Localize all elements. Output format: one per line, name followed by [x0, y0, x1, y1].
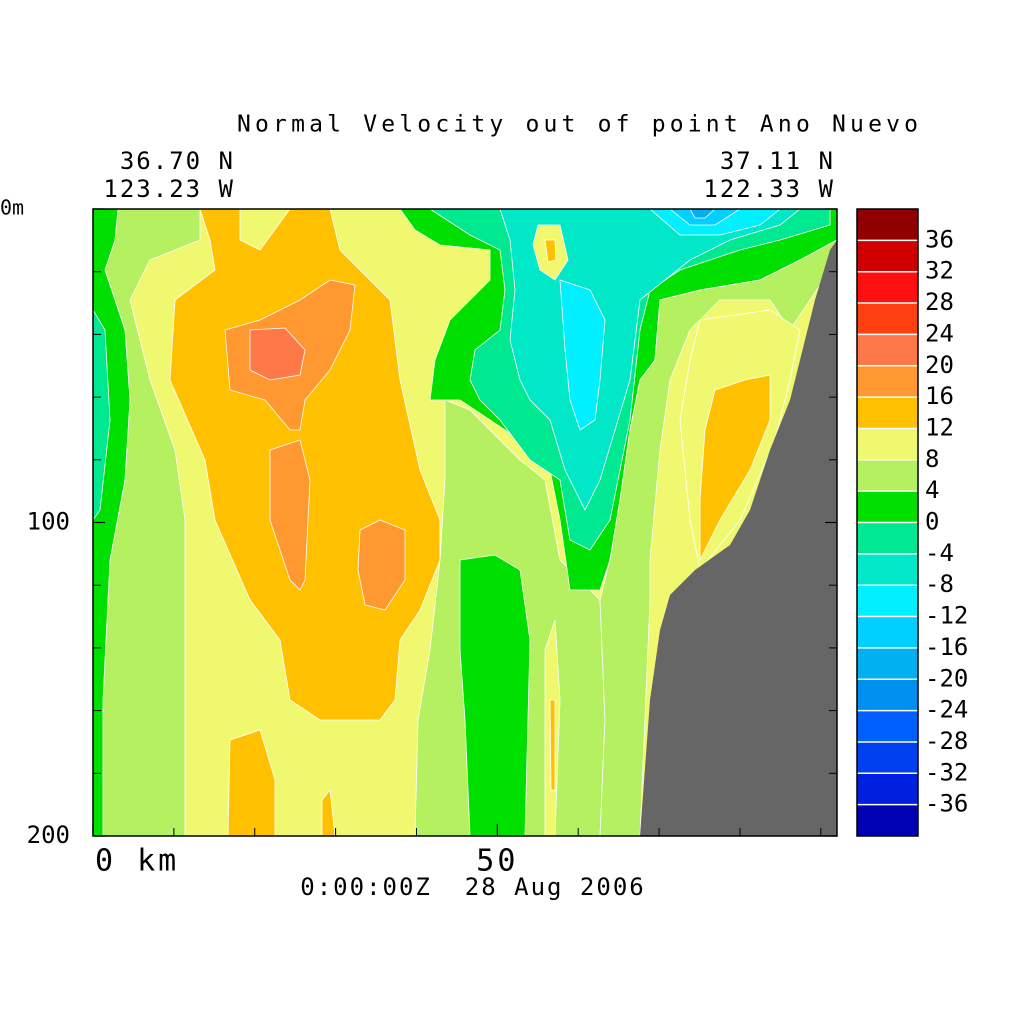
colorbar-band: [857, 397, 918, 429]
colorbar-band: [857, 334, 918, 366]
y-tick-label: 0m: [0, 196, 24, 220]
colorbar-frame: [856, 208, 919, 837]
x-tick-label: 0 km: [95, 844, 179, 879]
contour-region: [499, 208, 802, 511]
colorbar-label: 0: [925, 508, 939, 536]
colorbar-label: 36: [925, 225, 954, 253]
colorbar-band: [857, 303, 918, 335]
colorbar-label: 28: [925, 288, 954, 316]
colorbar-band: [857, 804, 918, 836]
colorbar-band: [857, 240, 918, 272]
right-longitude: 122.33 W: [703, 175, 835, 203]
colorbar-label: -28: [925, 727, 968, 755]
colorbar-band: [857, 585, 918, 617]
colorbar-band: [857, 773, 918, 805]
colorbar-band: [857, 209, 918, 241]
colorbar-band: [857, 647, 918, 680]
colorbar-band: [857, 459, 918, 492]
colorbar-label: -4: [925, 539, 954, 567]
left-longitude: 123.23 W: [103, 175, 235, 203]
contour-region: [459, 554, 531, 837]
y-tick-label: 200: [27, 821, 70, 849]
colorbar-label: 24: [925, 319, 954, 347]
contour-field: [92, 208, 838, 837]
colorbar-label: -36: [925, 790, 968, 818]
colorbar-band: [857, 553, 918, 586]
colorbar-label: 8: [925, 445, 939, 473]
x-tick-label: 50: [476, 844, 518, 879]
colorbar-label: 12: [925, 413, 954, 441]
colorbar-band: [857, 271, 918, 304]
contour-region: [357, 519, 406, 611]
colorbar-band: [857, 679, 918, 711]
contour-region: [249, 327, 306, 381]
colorbar-band: [857, 741, 918, 774]
colorbar-label: -16: [925, 633, 968, 661]
time-label: 0:00:00Z 28 Aug 2006: [300, 873, 645, 901]
contour-region: [699, 374, 771, 561]
y-tick-label: 100: [27, 508, 70, 536]
colorbar-band: [857, 491, 918, 523]
land-mask: [640, 240, 837, 836]
colorbar-label: 16: [925, 382, 954, 410]
colorbar-label: 4: [925, 476, 939, 504]
colorbar-band: [857, 616, 918, 648]
colorbar-band: [857, 522, 918, 554]
colorbar-label: -12: [925, 602, 968, 630]
colorbar-label: -8: [925, 570, 954, 598]
colorbar-label: 20: [925, 351, 954, 379]
colorbar-band: [857, 710, 918, 742]
contour-region: [544, 239, 557, 263]
right-latitude: 37.11 N: [720, 147, 835, 175]
left-latitude: 36.70 N: [120, 147, 235, 175]
colorbar-label: 32: [925, 257, 954, 285]
contour-region: [549, 699, 556, 791]
contour-region: [559, 279, 606, 431]
contour-region: [269, 439, 311, 591]
colorbar-label: -24: [925, 696, 968, 724]
colorbar-label: -32: [925, 758, 968, 786]
colorbar-band: [857, 365, 918, 398]
colorbar-band: [857, 428, 918, 460]
colorbar-label: -20: [925, 664, 968, 692]
contour-region: [227, 729, 276, 837]
